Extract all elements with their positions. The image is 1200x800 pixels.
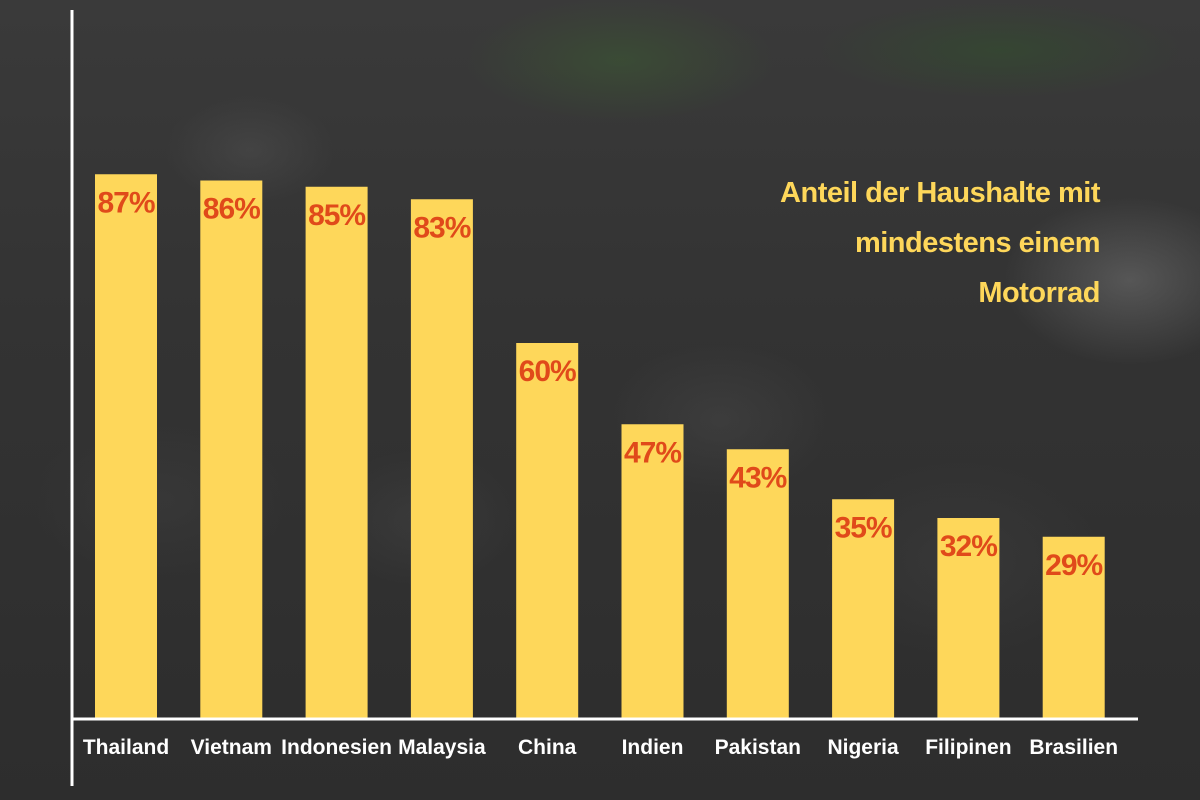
value-label: 85% <box>308 199 365 232</box>
value-label: 87% <box>97 186 154 219</box>
category-label: Vietnam <box>191 736 272 759</box>
value-label: 86% <box>203 193 260 226</box>
value-label: 43% <box>729 461 786 494</box>
value-label: 32% <box>940 530 997 563</box>
value-label: 60% <box>519 355 576 388</box>
category-label: Thailand <box>83 736 169 759</box>
category-label: Pakistan <box>715 736 801 759</box>
value-label-group: 87% 86% 85% 83% 60% 47% 43% 35% 32% 29% <box>97 186 1103 582</box>
bar-nigeria <box>832 499 895 718</box>
bar-vietnam <box>200 180 263 718</box>
bar-filipinen <box>937 518 1000 718</box>
bar-indien <box>621 424 684 718</box>
bar-thailand <box>95 174 157 718</box>
category-label: Indien <box>622 736 684 759</box>
category-label: China <box>518 736 577 759</box>
bar-indonesien <box>305 186 368 718</box>
category-label: Malaysia <box>398 736 486 759</box>
category-label: Nigeria <box>827 736 899 759</box>
bar-brasilien <box>1042 536 1105 718</box>
value-label: 47% <box>624 436 681 469</box>
value-label: 35% <box>835 511 892 544</box>
category-label: Filipinen <box>925 736 1011 759</box>
bar-malaysia <box>410 199 473 718</box>
bar-pakistan <box>726 449 789 718</box>
category-label-group: Thailand Vietnam Indonesien Malaysia China In… <box>83 736 1118 759</box>
value-label: 83% <box>413 211 470 244</box>
category-label: Indonesien <box>281 736 392 759</box>
category-label: Brasilien <box>1029 736 1118 759</box>
chart-title: Anteil der Haushalte mit mindestens eine… <box>780 177 1100 309</box>
bar-china <box>516 343 579 718</box>
bar-group <box>95 174 1105 718</box>
value-label: 29% <box>1045 549 1102 582</box>
